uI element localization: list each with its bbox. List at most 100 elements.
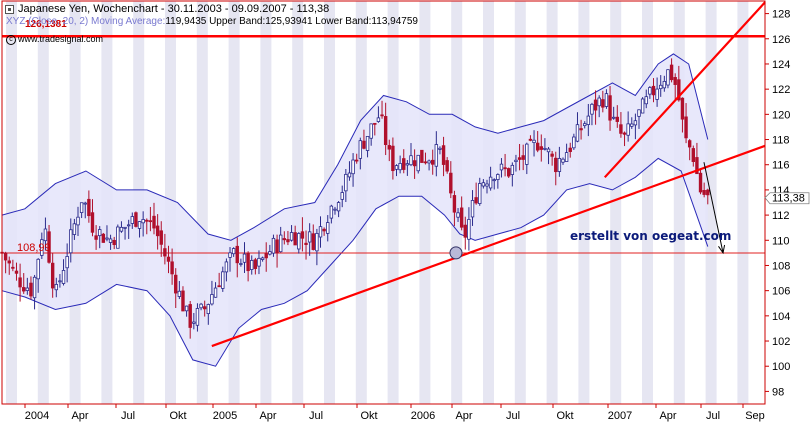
month-stripe <box>387 1 399 404</box>
y-tick-label: 108 <box>772 260 790 272</box>
month-stripe <box>196 1 208 404</box>
candle-body <box>590 103 594 115</box>
steep-trend-line <box>603 1 766 179</box>
candle-body <box>101 233 106 243</box>
y-tick-label: 118 <box>772 135 790 147</box>
candle-body <box>402 158 406 170</box>
source-credit: c www.tradesignal.com <box>6 34 103 45</box>
month-stripe <box>642 1 653 404</box>
candle-body <box>134 212 138 227</box>
candle-body <box>474 197 478 204</box>
candle-body <box>246 252 250 272</box>
month-stripe <box>705 1 717 404</box>
candle-body <box>14 270 19 274</box>
candle-body <box>307 231 312 243</box>
candle-body <box>336 202 341 212</box>
month-stripe <box>292 1 304 404</box>
candle-body <box>561 158 565 163</box>
candle-body <box>3 252 8 261</box>
candle-body <box>152 215 156 229</box>
candle-body <box>572 136 576 149</box>
candle-body <box>546 148 551 153</box>
support-value-label: 108,99 <box>17 242 51 254</box>
candle-body <box>322 228 326 232</box>
candle-body <box>43 228 48 242</box>
forecast-arrow-head <box>718 244 726 255</box>
candle-body <box>253 259 258 269</box>
candle-body <box>282 238 287 241</box>
x-tick-label: Okt <box>169 410 186 422</box>
x-tick-label: Jul <box>706 410 720 422</box>
candle-body <box>195 308 200 326</box>
y-tick-label: 116 <box>772 160 790 172</box>
candle-body <box>586 115 591 125</box>
candle-body <box>434 144 439 167</box>
candle-body <box>268 251 272 255</box>
candle-body <box>528 138 533 141</box>
candle-body <box>459 207 464 228</box>
candle-body <box>568 147 572 152</box>
candle-body <box>677 79 681 101</box>
candle-body <box>611 116 616 119</box>
candle-body <box>278 234 283 253</box>
candle-body <box>608 95 612 121</box>
candle-body <box>181 290 185 312</box>
candle-body <box>65 256 69 269</box>
candle-body <box>192 321 196 324</box>
candle-body <box>116 226 120 249</box>
candle-body <box>659 84 663 90</box>
candle-body <box>702 190 706 195</box>
candle-body <box>409 155 413 166</box>
candle-body <box>655 88 659 100</box>
candle-body <box>380 114 384 117</box>
source-text: www.tradesignal.com <box>18 34 104 44</box>
candle-body <box>362 140 366 149</box>
candle-body <box>514 159 518 163</box>
candle-body <box>478 183 482 204</box>
x-tick-label: Apr <box>71 410 88 422</box>
candle-body <box>387 145 391 150</box>
indicator-name: XYZ (Close, 20, 2) Moving Average: <box>6 16 166 27</box>
upper-band-line <box>1 53 709 241</box>
x-tick-label: 2006 <box>411 410 435 422</box>
candle-body <box>441 145 446 165</box>
candle-body <box>525 143 529 165</box>
y-tick-label: 126 <box>772 34 790 46</box>
candle-body <box>687 140 692 148</box>
candle-body <box>666 69 670 86</box>
candle-body <box>239 263 243 265</box>
candle-body <box>61 270 66 284</box>
candle-body <box>680 97 685 120</box>
candle-body <box>543 147 547 150</box>
candle-body <box>445 160 449 172</box>
candle-body <box>463 224 467 238</box>
candle-body <box>18 277 22 288</box>
candle-body <box>206 304 211 315</box>
candle-body <box>242 253 247 263</box>
chart-window-icon[interactable] <box>5 5 14 14</box>
candle-body <box>87 198 91 217</box>
candle-body <box>507 168 511 177</box>
forecast-arrow-line <box>703 162 724 253</box>
y-tick-label: 104 <box>772 311 790 323</box>
x-tick-label: Sep <box>745 410 765 422</box>
candle-body <box>499 163 504 171</box>
x-tick-label: Apr <box>455 410 472 422</box>
y-tick-label: 128 <box>772 9 790 21</box>
candle-body <box>311 233 315 250</box>
candle-body <box>224 261 229 273</box>
candle-body <box>619 124 623 134</box>
candle-body <box>622 132 627 135</box>
x-tick-label: Jul <box>309 410 323 422</box>
candle-body <box>293 232 297 246</box>
x-tick-label: Jul <box>121 410 135 422</box>
month-stripe <box>228 1 240 404</box>
candle-body <box>231 248 236 255</box>
month-stripe <box>578 1 590 404</box>
candle-body <box>130 216 134 224</box>
candle-body <box>644 96 648 105</box>
candle-body <box>188 304 192 328</box>
watermark: erstellt von oegeat.com <box>570 229 732 243</box>
y-tick-label: 100 <box>772 361 790 373</box>
